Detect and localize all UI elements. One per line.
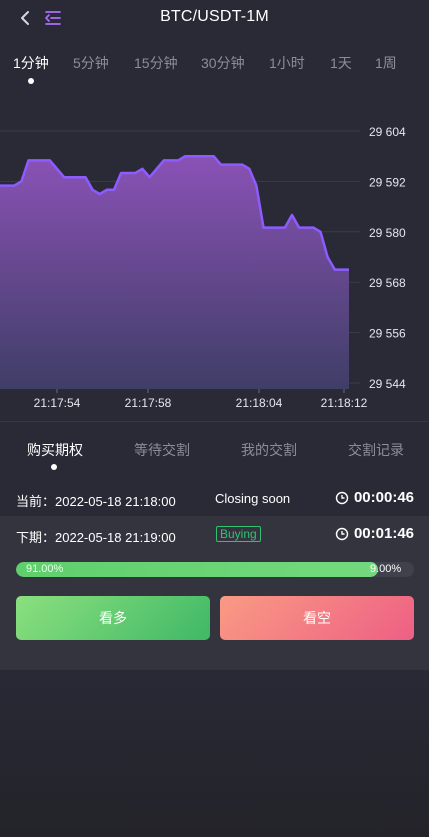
tab-buy-option[interactable]: 购买期权 bbox=[27, 442, 83, 458]
tab-1week[interactable]: 1周 bbox=[375, 55, 397, 71]
active-tab-indicator bbox=[28, 78, 34, 84]
tab-1hour[interactable]: 1小时 bbox=[269, 55, 305, 71]
buying-status-badge: Buying bbox=[216, 526, 261, 542]
price-chart-svg: 29 604 29 592 29 580 29 568 29 556 29 544 21:… bbox=[0, 125, 406, 410]
current-period-label: 当前：2022-05-18 21:18:00 bbox=[16, 494, 176, 509]
current-countdown: 00:00:46 bbox=[353, 489, 414, 506]
price-chart[interactable]: 29 604 29 592 29 580 29 568 29 556 29 544 21:… bbox=[0, 105, 429, 420]
tab-5min[interactable]: 5分钟 bbox=[73, 55, 109, 71]
current-period-row: 当前：2022-05-18 21:18:00 Closing soon 00:0… bbox=[0, 480, 429, 516]
clock-icon bbox=[335, 527, 349, 541]
menu-collapse-icon[interactable] bbox=[42, 8, 62, 28]
y-tick-label: 29 592 bbox=[369, 175, 406, 189]
next-period-row: 下期：2022-05-18 21:19:00 Buying 00:01:46 bbox=[0, 516, 429, 554]
tab-1min[interactable]: 1分钟 bbox=[13, 55, 49, 71]
y-tick-label: 29 568 bbox=[369, 276, 406, 290]
buy-up-button[interactable]: 看多 bbox=[16, 596, 210, 640]
tab-30min[interactable]: 30分钟 bbox=[201, 55, 245, 71]
back-arrow-icon[interactable] bbox=[16, 8, 34, 28]
y-tick-label: 29 556 bbox=[369, 327, 406, 341]
short-percent: 9.00% bbox=[370, 563, 402, 575]
tab-delivery-history[interactable]: 交割记录 bbox=[348, 442, 404, 458]
long-percent: 91.00% bbox=[26, 563, 64, 575]
header: BTC/USDT-1M bbox=[0, 0, 429, 38]
divider bbox=[0, 421, 429, 422]
x-tick-label: 21:18:04 bbox=[236, 396, 283, 410]
interval-tabs: 1分钟 5分钟 15分钟 30分钟 1小时 1天 1周 bbox=[0, 50, 429, 90]
order-tabs: 购买期权 等待交割 我的交割 交割记录 bbox=[0, 430, 429, 470]
tab-my-delivery[interactable]: 我的交割 bbox=[241, 442, 297, 458]
long-ratio-fill bbox=[16, 562, 379, 577]
next-countdown: 00:01:46 bbox=[353, 525, 414, 542]
price-area-fill bbox=[0, 156, 349, 389]
x-tick-label: 21:18:12 bbox=[321, 396, 368, 410]
clock-icon bbox=[335, 491, 349, 505]
x-tick-label: 21:17:54 bbox=[34, 396, 81, 410]
tab-1day[interactable]: 1天 bbox=[330, 55, 352, 71]
tab-15min[interactable]: 15分钟 bbox=[134, 55, 178, 71]
page-title: BTC/USDT-1M bbox=[160, 8, 269, 25]
long-short-ratio-bar bbox=[16, 562, 414, 577]
x-tick-label: 21:17:58 bbox=[125, 396, 172, 410]
y-tick-label: 29 604 bbox=[369, 125, 406, 139]
y-tick-label: 29 580 bbox=[369, 226, 406, 240]
y-tick-label: 29 544 bbox=[369, 377, 406, 391]
price-line bbox=[0, 154, 349, 271]
next-period-label: 下期：2022-05-18 21:19:00 bbox=[16, 530, 176, 545]
current-status: Closing soon bbox=[215, 491, 291, 506]
active-subtab-indicator bbox=[51, 464, 57, 470]
buy-down-button[interactable]: 看空 bbox=[220, 596, 414, 640]
tab-pending-delivery[interactable]: 等待交割 bbox=[134, 442, 190, 458]
